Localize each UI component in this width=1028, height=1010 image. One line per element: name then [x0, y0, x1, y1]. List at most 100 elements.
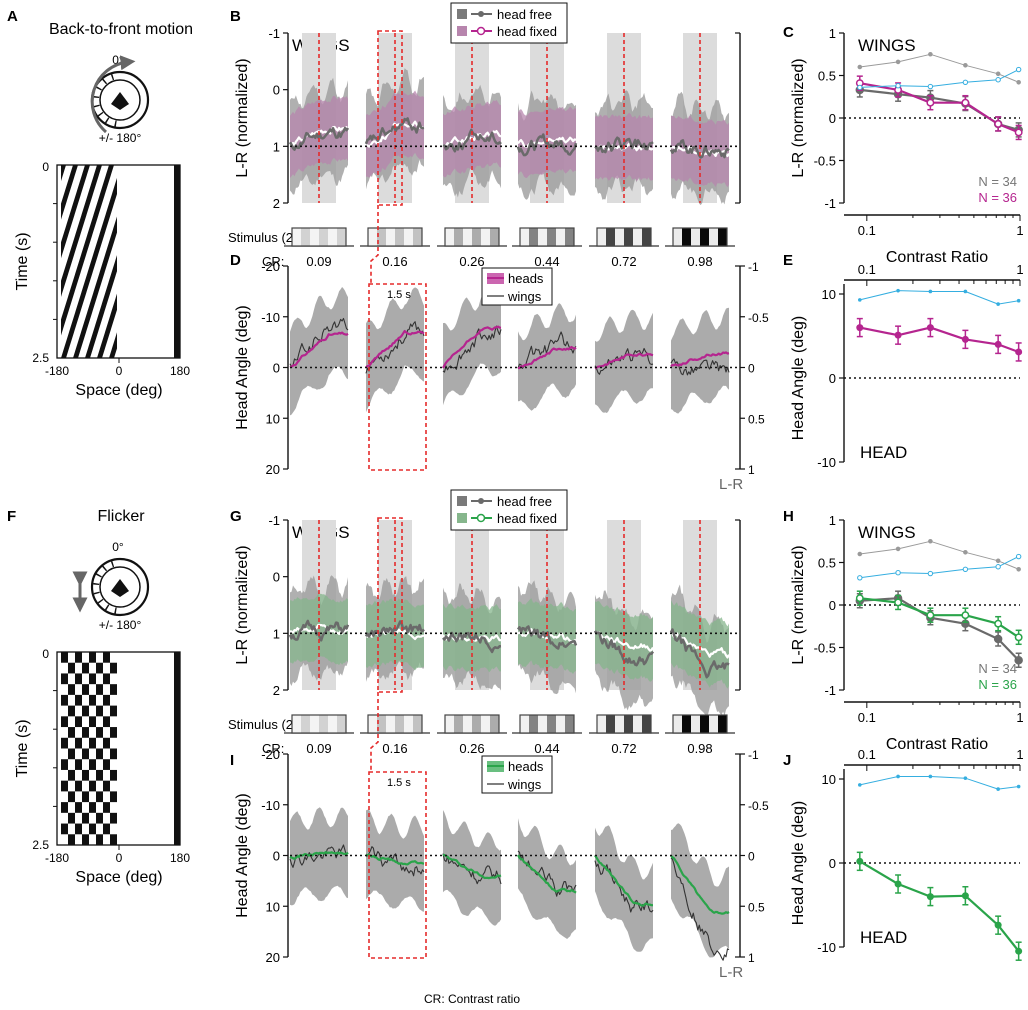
panel-b-ylabel: L-R (normalized) [234, 58, 251, 177]
panel-h-ref-point [857, 551, 863, 557]
panel-f-checker [89, 802, 96, 813]
panel-a-spacetime-frame [56, 164, 181, 359]
panel-f-checker [89, 737, 96, 749]
panel-g-stim-box [291, 714, 347, 734]
panel-c-n-label-0: N = 34 [978, 174, 1017, 189]
panel-d-heads-trace [442, 325, 502, 369]
panel-i-window-box [368, 771, 427, 959]
panel-h-point [926, 611, 935, 620]
panel-b-highlight-box [377, 30, 403, 206]
panel-a-time-tick-1: 2.5 [32, 351, 49, 365]
panel-g-stim-bar [520, 715, 529, 733]
panel-b-cr-value-3: 0.44 [534, 254, 559, 269]
panel-c-n-label-1: N = 36 [978, 190, 1017, 205]
panel-b-stim-bar [328, 228, 337, 246]
panel-f-checker [61, 716, 68, 728]
panel-b-stim-bar [642, 228, 651, 246]
panel-g-stim-bar [624, 715, 633, 733]
panel-e-x-tick-label: 1 [1016, 262, 1023, 277]
panel-b-stim-bar [624, 228, 633, 246]
panel-d-ylabel: Head Angle (deg) [234, 305, 251, 430]
panel-i-lr-label: L-R [719, 964, 743, 981]
panel-g-cr-value-5: 0.98 [687, 741, 712, 756]
panel-h-x-tick-label: 0.1 [858, 710, 876, 725]
panel-c-x-tick-label: 1 [1016, 223, 1023, 238]
panel-b-legend-frame [450, 2, 568, 44]
panel-label-F: F [7, 508, 16, 525]
panel-b-legend-free-label: head free [497, 7, 552, 22]
panel-b-stim-bar [718, 228, 727, 246]
panel-a-space-tick-0: -180 [45, 364, 69, 378]
panel-g-stim-bar [454, 715, 463, 733]
panel-b-stim-bar [682, 228, 691, 246]
panel-b-cr-value-2: 0.26 [459, 254, 484, 269]
panel-h-wings-tag: WINGS [858, 523, 916, 542]
panel-label-G: G [230, 508, 242, 525]
panel-g-stim-bar [319, 715, 328, 733]
panel-b-y-tick-label: 2 [273, 196, 280, 211]
panel-a-space-axis-label: Space (deg) [75, 382, 162, 399]
panel-b-stim-bar [673, 228, 682, 246]
panel-f-checker [110, 705, 117, 717]
panel-a-title: Back-to-front motion [49, 21, 193, 38]
panel-d-lr-label: L-R [719, 476, 743, 493]
panel-i-heads-trace [594, 854, 653, 907]
panel-h-ref-point [927, 570, 934, 577]
panel-h-ref-point [962, 566, 969, 572]
panel-f-checker [82, 812, 89, 824]
panel-d-band [366, 287, 424, 413]
panel-e-ref-point [996, 302, 1000, 306]
panel-f-time-tick-0: 0 [42, 647, 49, 661]
panel-a-stripe [73, 216, 117, 358]
panel-a-arena-stripe [95, 86, 102, 91]
panel-b-cr-value-0: 0.09 [306, 254, 331, 269]
panel-f-checker [61, 823, 68, 835]
panel-label-E: E [783, 252, 793, 269]
panel-d-window-box [368, 283, 427, 471]
panel-f-title: Flicker [97, 508, 145, 525]
panel-h-point [994, 619, 1003, 628]
panel-h-point [993, 634, 1003, 644]
panel-d-wings-trace [289, 317, 349, 368]
panel-f-checker [103, 694, 110, 706]
panel-b-legend-free-marker [478, 11, 484, 17]
panel-a-stripe [61, 165, 66, 182]
panel-d-right-tick-label: -1 [748, 260, 759, 274]
panel-f-checker [96, 812, 103, 824]
panel-f-checker [68, 791, 75, 803]
panel-j-x-tick-label: 0.1 [858, 747, 876, 762]
panel-i-heads-trace [289, 851, 349, 860]
panel-f-angle-bottom: +/- 180° [99, 618, 142, 632]
panel-f-space-tick-2: 180 [170, 851, 190, 865]
panel-b-stim-bar [301, 228, 310, 246]
panel-e-point [994, 340, 1002, 348]
panel-f-checker [68, 705, 75, 717]
panel-i-ylabel: Head Angle (deg) [234, 793, 251, 918]
panel-f-checker [89, 823, 96, 835]
panel-f-arena-stripe [110, 561, 115, 568]
panel-g-legend-frame [450, 489, 568, 531]
panel-g-stim-bar [673, 715, 682, 733]
panel-f-checker [96, 727, 103, 738]
panel-g-stim-bar [490, 715, 499, 733]
panel-label-I: I [230, 752, 234, 769]
panel-g-stim-bar [709, 715, 718, 733]
panel-g-legend-free-marker [478, 498, 484, 504]
panel-f-checker [110, 812, 117, 824]
panel-g-stim-box [367, 714, 423, 734]
panel-b-stim-box [672, 227, 728, 247]
panel-a-stripe [61, 165, 90, 259]
panel-i-band [443, 810, 501, 926]
panel-j-ref-point [858, 783, 862, 787]
panel-e-ref-point [1016, 298, 1021, 303]
panel-f-checker [96, 748, 103, 760]
panel-a-stripe [61, 165, 102, 297]
panel-f-space-tick-0: -180 [45, 851, 69, 865]
panel-g-stim-box [444, 714, 500, 734]
panel-h-ref-point [963, 550, 968, 555]
panel-h-ref-point [895, 546, 901, 552]
panel-e-ref-point [928, 289, 933, 294]
panel-d-heads-trace [517, 345, 577, 370]
panel-b-stim-bar [463, 228, 472, 246]
panel-f-checker [89, 652, 96, 663]
